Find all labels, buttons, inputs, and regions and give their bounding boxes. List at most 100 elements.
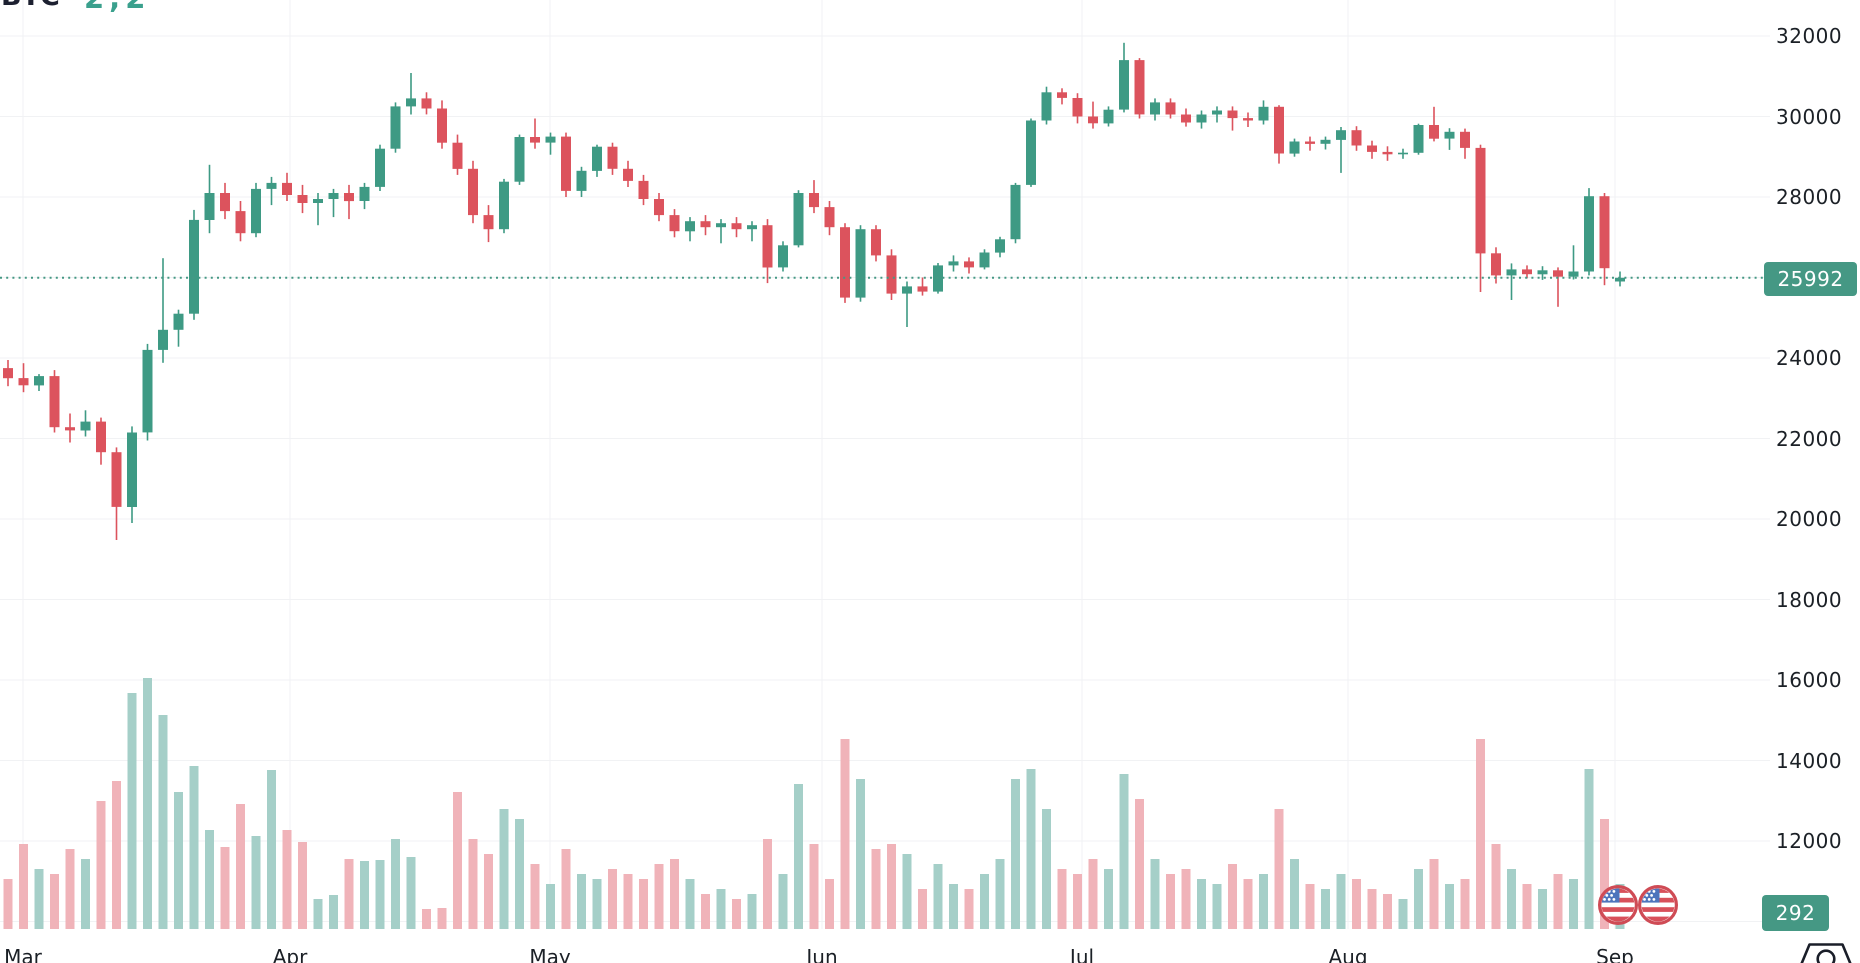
candle — [1057, 88, 1067, 105]
volume-bar — [561, 849, 571, 929]
volume-bar — [1460, 879, 1470, 929]
candle — [158, 258, 168, 363]
candle — [1181, 108, 1191, 127]
volume-bar — [1073, 874, 1082, 929]
volume-bar — [794, 784, 803, 929]
volume-bar — [34, 869, 44, 929]
candle — [49, 370, 60, 433]
candle — [793, 190, 804, 248]
candle — [1119, 42, 1129, 113]
volume-bar — [1553, 874, 1563, 929]
volume-bar — [375, 860, 385, 929]
volume-bar — [856, 779, 865, 929]
candle — [1382, 146, 1393, 161]
time-axis-label: Jun — [806, 945, 838, 963]
volume-bar — [701, 894, 710, 929]
candle — [1212, 106, 1222, 123]
candle — [452, 134, 463, 175]
candle — [1568, 245, 1579, 280]
candle — [1258, 100, 1269, 125]
volume-bar — [499, 809, 509, 929]
volume-bar — [763, 839, 772, 929]
candle — [1134, 58, 1145, 119]
candle — [1522, 265, 1532, 279]
volume-bar — [995, 859, 1005, 929]
volume-bar — [1600, 819, 1609, 929]
candle — [1103, 106, 1114, 127]
candle — [499, 178, 509, 234]
candle — [1460, 128, 1470, 159]
volume-bar — [174, 792, 183, 929]
candle — [468, 160, 478, 224]
candle — [964, 257, 974, 274]
candle — [855, 225, 866, 302]
volume-bar — [189, 766, 199, 929]
candle — [1243, 112, 1253, 127]
candle — [1367, 140, 1377, 159]
candle — [979, 249, 990, 270]
candle — [1072, 93, 1083, 124]
candle — [1351, 126, 1362, 151]
candle — [127, 426, 137, 523]
candle — [1429, 106, 1439, 142]
candle — [1227, 106, 1238, 131]
volume-bar — [685, 879, 695, 929]
candle — [1165, 98, 1176, 119]
volume-bar — [1026, 769, 1036, 929]
candle — [1305, 136, 1315, 151]
last-price-value: 25992 — [1777, 267, 1844, 291]
candle — [344, 184, 354, 220]
candle — [1088, 101, 1098, 129]
volume-bar — [1228, 864, 1237, 929]
candle — [545, 132, 556, 155]
candle — [1444, 128, 1455, 150]
volume-bar — [1336, 874, 1346, 929]
volume-bar — [236, 804, 245, 929]
volume-bar — [1538, 889, 1547, 929]
volume-bar — [1569, 879, 1578, 929]
candle — [204, 164, 215, 234]
candle — [1599, 193, 1610, 286]
volume-bar — [298, 842, 307, 929]
candle — [530, 118, 540, 149]
candle — [1336, 127, 1346, 173]
time-axis-label: May — [529, 945, 571, 963]
volume-bar — [530, 864, 540, 929]
candle — [685, 217, 695, 242]
candle — [142, 343, 153, 441]
volume-bar — [654, 864, 664, 929]
volume-bar — [1414, 869, 1423, 929]
price-axis-label: 16000 — [1776, 668, 1843, 692]
candle — [406, 73, 416, 115]
candle — [824, 201, 835, 236]
volume-bar — [592, 879, 602, 929]
candle — [917, 277, 928, 296]
volume-bar — [360, 861, 369, 929]
candle — [1196, 110, 1207, 129]
candle — [359, 182, 370, 210]
volume-bar — [918, 889, 927, 929]
candle — [1584, 188, 1594, 276]
volume-bar — [623, 874, 633, 929]
candle — [840, 223, 850, 303]
candle — [483, 205, 494, 243]
volume-bar — [778, 874, 788, 929]
volume-bar — [902, 854, 912, 929]
candle — [3, 360, 13, 387]
candle — [592, 144, 602, 177]
candle — [1150, 98, 1160, 121]
candle — [1010, 182, 1021, 244]
volume-bar — [1352, 879, 1361, 929]
candle — [902, 281, 912, 327]
candle — [731, 217, 742, 238]
candle — [948, 255, 959, 272]
volume-bar — [1445, 884, 1454, 929]
volume-bar — [127, 693, 137, 929]
volume-bar — [1507, 869, 1516, 929]
volume-bar — [1119, 774, 1129, 929]
volume-bar — [81, 859, 90, 929]
volume-bar — [1259, 874, 1268, 929]
volume-bar — [205, 830, 214, 929]
